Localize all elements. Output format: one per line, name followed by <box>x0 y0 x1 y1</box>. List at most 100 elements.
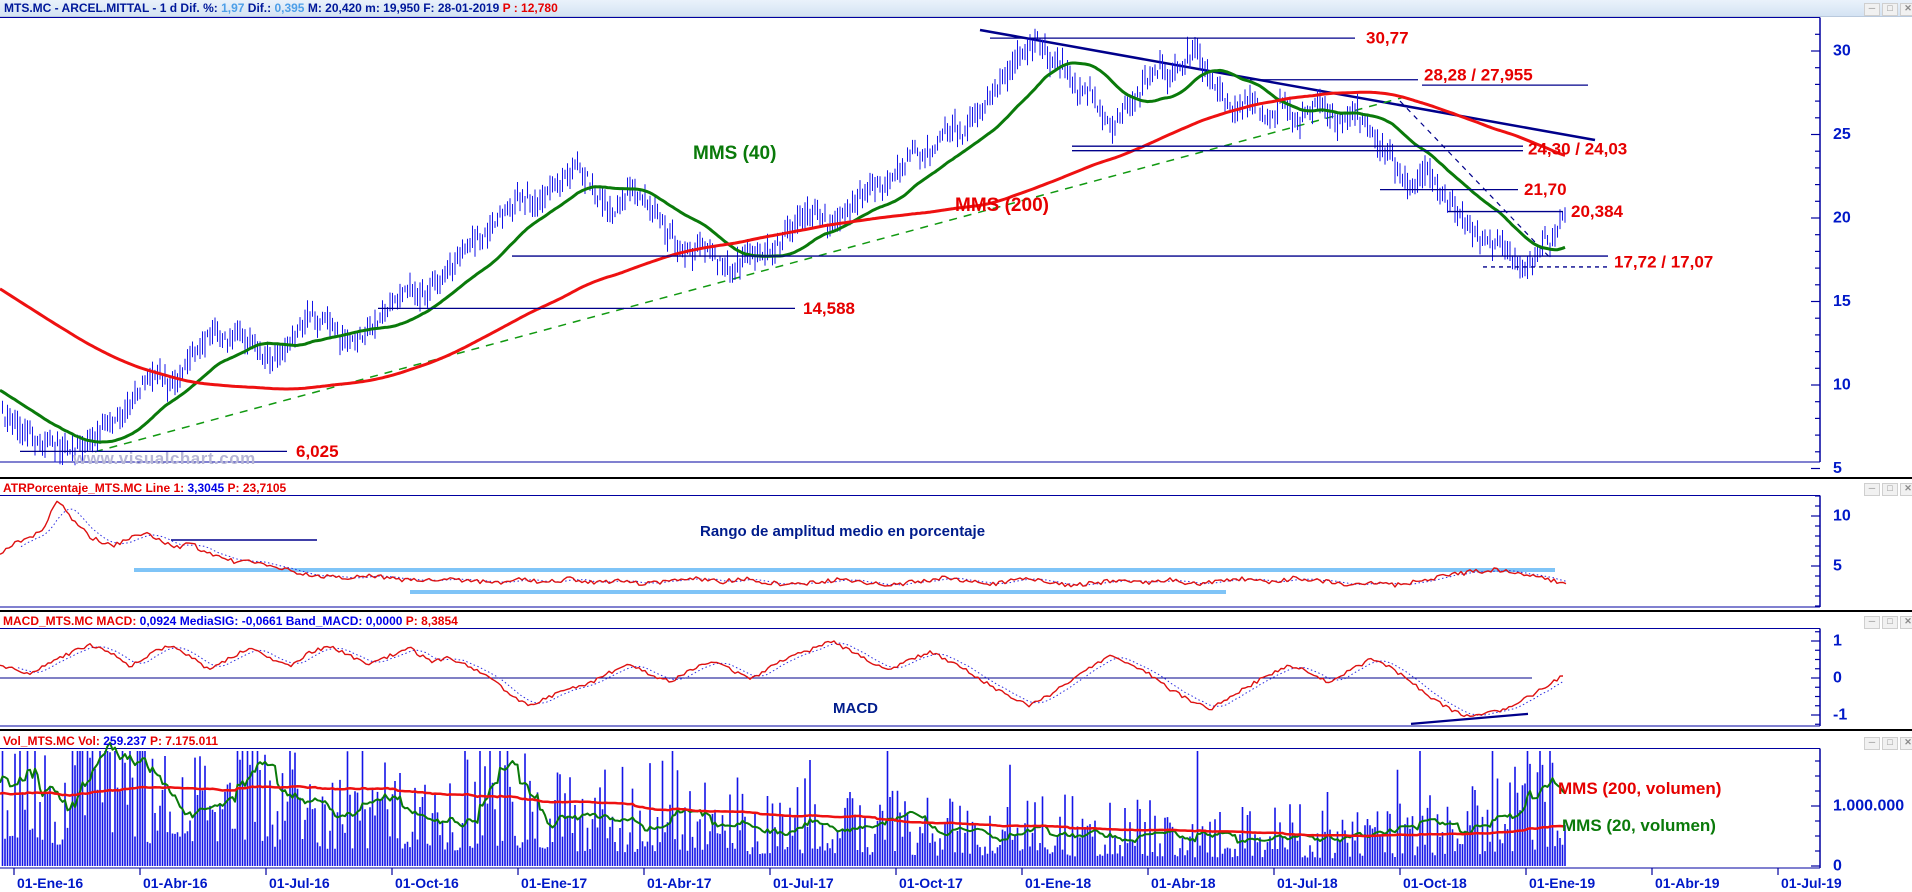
close-icon[interactable]: ✕ <box>1900 483 1912 496</box>
atr-support-band <box>410 590 1226 594</box>
y-axis-label: 30 <box>1833 43 1851 60</box>
x-axis-label: 01-Oct-17 <box>899 875 963 891</box>
header-segment: P: 23,7105 <box>224 481 287 495</box>
x-axis-label: 01-Abr-18 <box>1151 875 1216 891</box>
trendline-descending-resistance <box>979 28 1596 142</box>
volume-mms200-line <box>0 784 1565 838</box>
volume-chart-panel[interactable]: 1.000.000 0 01-Ene-16 01-Abr-16 01-Jul-16 01-… <box>0 731 1912 892</box>
atr-panel-header: ATRPorcentaje_MTS.MC Line 1: 3,3045 P: 2… <box>3 481 286 495</box>
price-chart-panel[interactable]: 5 10 15 20 25 30 30,77 28,28 / 27,955 24,30 / 24… <box>0 17 1912 477</box>
x-axis-label: 01-Ene-19 <box>1529 875 1595 891</box>
header-segment: M: 20,420 m: 19,950 F: 28-01-2019 <box>304 1 503 15</box>
x-axis-label: 01-Jul-18 <box>1277 875 1338 891</box>
x-axis-label: 01-Jul-17 <box>773 875 834 891</box>
maximize-icon[interactable]: □ <box>1882 483 1898 496</box>
close-icon[interactable]: ✕ <box>1900 616 1912 629</box>
x-axis-label: 01-Jul-16 <box>269 875 330 891</box>
macd-chart-panel[interactable]: -1 0 1 <box>0 612 1912 729</box>
price-level-label: 24,30 / 24,03 <box>1528 140 1627 159</box>
header-segment: MACD_MTS.MC MACD: <box>3 614 140 628</box>
macd-line <box>0 640 1564 718</box>
atr-signal-line <box>20 508 1567 586</box>
maximize-icon[interactable]: □ <box>1882 737 1898 750</box>
header-segment: 0,395 <box>274 1 305 15</box>
x-axis-label: 01-Ene-18 <box>1025 875 1091 891</box>
x-axis-label: 01-Abr-16 <box>143 875 208 891</box>
price-level-label: 20,384 <box>1571 202 1624 221</box>
header-segment: MTS.MC - ARCEL.MITTAL - 1 d Dif. %: <box>4 1 222 15</box>
macd-panel-window-controls: ─ □ ✕ <box>1864 616 1912 629</box>
macd-trendline <box>1410 712 1529 725</box>
atr-panel-window-controls: ─ □ ✕ <box>1864 483 1912 496</box>
minimize-icon[interactable]: ─ <box>1864 616 1880 629</box>
y-axis-label: 1 <box>1833 633 1842 650</box>
y-axis-label: 0 <box>1833 670 1842 687</box>
x-axis-label: 01-Ene-17 <box>521 875 587 891</box>
mms40-label: MMS (40) <box>693 143 777 164</box>
minimize-icon[interactable]: ─ <box>1864 737 1880 750</box>
y-axis-label: 5 <box>1833 460 1842 477</box>
price-level-label: 28,28 / 27,955 <box>1424 66 1533 85</box>
x-axis-label: 01-Oct-18 <box>1403 875 1467 891</box>
macd-signal-line <box>17 642 1564 716</box>
header-segment: 0,0924 <box>139 614 177 628</box>
header-segment: Vol_MTS.MC Vol: <box>3 734 104 748</box>
header-segment: P : 12,780 <box>502 1 558 15</box>
header-segment: 1,97 <box>221 1 245 15</box>
header-segment: MediaSIG: -0,0661 Band_MACD: 0,0000 <box>176 614 403 628</box>
header-segment: ATRPorcentaje_MTS.MC Line 1: <box>3 481 188 495</box>
atr-line <box>0 500 1567 588</box>
y-axis-label: 15 <box>1833 293 1851 310</box>
x-axis-label: 01-Abr-19 <box>1655 875 1720 891</box>
close-icon[interactable]: ✕ <box>1900 737 1912 750</box>
x-axis-label: 01-Ene-16 <box>17 875 83 891</box>
x-axis-label: 01-Oct-16 <box>395 875 459 891</box>
price-level-label: 6,025 <box>296 442 339 461</box>
panel-separator[interactable] <box>0 729 1912 731</box>
volume-mms20-label: MMS (20, volumen) <box>1562 816 1716 835</box>
volume-panel-window-controls: ─ □ ✕ <box>1864 737 1912 750</box>
header-segment: P: 8,3854 <box>402 614 458 628</box>
y-axis-label: 1.000.000 <box>1833 798 1904 815</box>
header-segment: P: 7.175.011 <box>146 734 218 748</box>
trendline-rising-support-dashed <box>94 96 1406 453</box>
price-level-label: 30,77 <box>1366 29 1409 48</box>
header-segment: 259.237 <box>103 734 147 748</box>
price-panel-window-controls: ─ □ ✕ <box>1864 3 1912 16</box>
atr-support-band <box>134 568 1555 572</box>
header-segment: 3,3045 <box>187 481 225 495</box>
y-axis-label: 20 <box>1833 210 1851 227</box>
trendline-measured-move-dashed <box>1399 100 1553 261</box>
visualchart-watermark: www.visualchart.com <box>73 449 256 468</box>
close-icon[interactable]: ✕ <box>1900 3 1912 16</box>
volume-bars <box>1 751 1566 866</box>
header-segment: Dif.: <box>244 1 275 15</box>
y-axis-label: 10 <box>1833 377 1851 394</box>
minimize-icon[interactable]: ─ <box>1864 483 1880 496</box>
maximize-icon[interactable]: □ <box>1882 616 1898 629</box>
macd-panel-header: MACD_MTS.MC MACD: 0,0924 MediaSIG: -0,06… <box>3 614 458 628</box>
y-axis-label: 25 <box>1833 126 1851 143</box>
price-level-label: 17,72 / 17,07 <box>1614 252 1713 271</box>
price-bars <box>2 28 1566 466</box>
atr-annotation-label: Rango de amplitud medio en porcentaje <box>700 523 986 540</box>
mms200-line <box>0 90 1566 391</box>
maximize-icon[interactable]: □ <box>1882 3 1898 16</box>
price-level-label: 14,588 <box>803 299 855 318</box>
minimize-icon[interactable]: ─ <box>1864 3 1880 16</box>
price-level-label: 21,70 <box>1524 180 1567 199</box>
y-axis-label: 10 <box>1833 508 1851 525</box>
y-axis-label: 5 <box>1833 558 1842 575</box>
atr-chart-panel[interactable]: 5 10 <box>0 479 1912 610</box>
mms200-label: MMS (200) <box>955 195 1049 216</box>
macd-annotation-label: MACD <box>833 700 878 717</box>
chart-title-bar: MTS.MC - ARCEL.MITTAL - 1 d Dif. %: 1,97… <box>0 0 1912 17</box>
panel-separator[interactable] <box>0 477 1912 479</box>
x-axis-label: 01-Abr-17 <box>647 875 712 891</box>
y-axis-label: -1 <box>1833 707 1847 724</box>
panel-separator[interactable] <box>0 610 1912 612</box>
volume-panel-header: Vol_MTS.MC Vol: 259.237 P: 7.175.011 <box>3 734 218 748</box>
y-axis-label: 0 <box>1833 858 1842 875</box>
volume-mms200-label: MMS (200, volumen) <box>1558 779 1722 798</box>
